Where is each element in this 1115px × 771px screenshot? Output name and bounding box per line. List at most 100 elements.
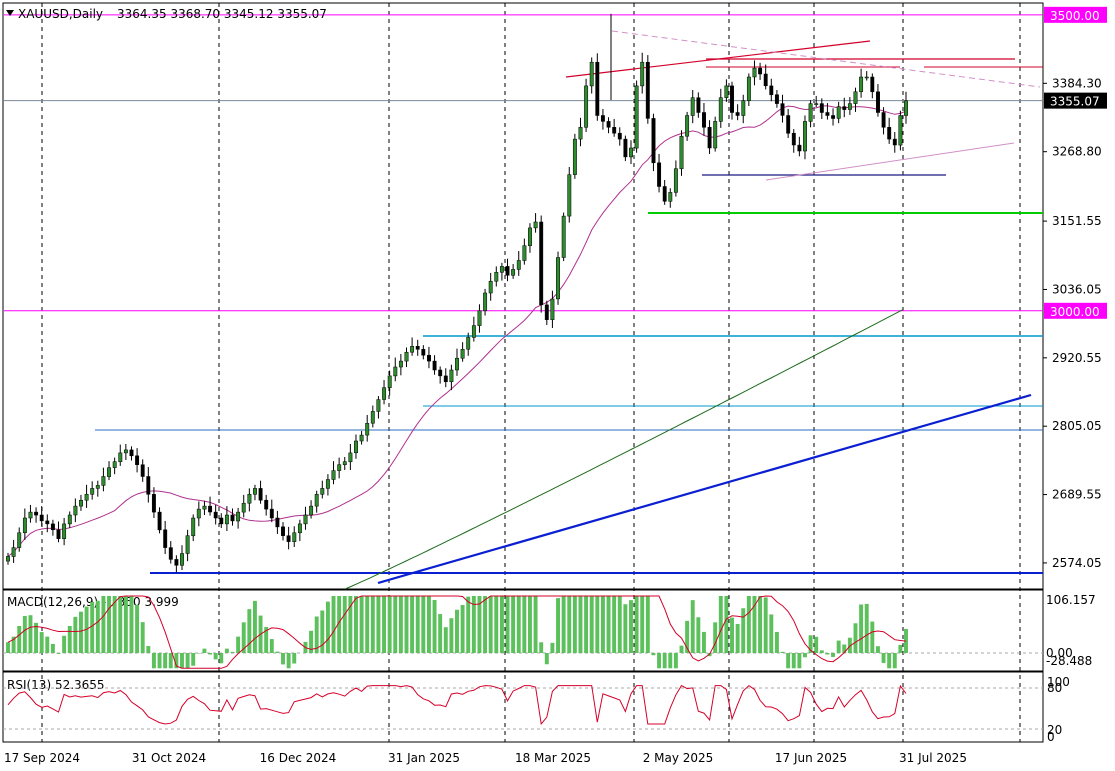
candle <box>572 133 577 179</box>
candle <box>600 108 605 130</box>
candle <box>325 474 330 496</box>
candle <box>780 94 785 123</box>
candle <box>679 130 684 176</box>
macd-tick-label: 106.157 <box>1046 593 1096 607</box>
price-tick-label: 3384.30 <box>1052 76 1102 90</box>
price-axis: 3384.30 3268.80 3151.55 3036.05 2920.55 2805.… <box>1043 6 1107 570</box>
candle <box>797 136 802 157</box>
candle <box>28 504 33 523</box>
candle <box>892 132 897 153</box>
candle <box>836 101 841 124</box>
candle <box>752 60 757 86</box>
candle <box>432 355 437 375</box>
candle <box>39 506 44 527</box>
candle <box>702 103 706 136</box>
candle <box>887 117 892 144</box>
candle <box>376 396 381 419</box>
date-tick-label: 2 May 2025 <box>643 751 714 765</box>
candle <box>808 100 813 128</box>
candle <box>662 179 667 205</box>
candle <box>370 405 375 428</box>
candle <box>859 68 864 98</box>
candle <box>258 480 263 504</box>
main-pane-border <box>2 2 1044 590</box>
candle <box>191 514 196 542</box>
date-tick-label: 17 Jun 2025 <box>775 751 847 765</box>
macd-axis: 106.157 0.00-28.488 <box>1046 593 1096 668</box>
candle <box>269 499 274 523</box>
candle <box>898 110 903 151</box>
candle <box>640 52 645 94</box>
macd-signal-line <box>7 595 907 669</box>
candle <box>421 345 426 360</box>
level-3500-label-bg <box>1044 6 1107 23</box>
candle <box>460 342 465 362</box>
candle <box>50 519 55 536</box>
candle <box>494 266 499 287</box>
candle <box>382 380 387 405</box>
date-tick-label: 16 Dec 2024 <box>260 751 337 765</box>
candle <box>825 103 830 120</box>
candle <box>185 529 190 562</box>
candle <box>881 107 886 135</box>
horizontal-levels <box>4 14 1043 574</box>
candle <box>589 57 594 94</box>
candle <box>758 62 763 80</box>
candle <box>488 272 493 301</box>
candle <box>612 119 617 137</box>
candle <box>79 494 83 511</box>
candle <box>140 459 145 482</box>
candle <box>151 487 156 518</box>
candle <box>404 347 409 368</box>
candle <box>847 97 852 115</box>
candle <box>11 539 16 563</box>
level-3500-label: 3500.00 <box>1050 9 1100 23</box>
candle <box>876 84 880 117</box>
candle <box>904 91 908 124</box>
candle <box>634 80 639 153</box>
candle <box>56 521 61 543</box>
candle <box>713 116 718 152</box>
candle <box>623 135 628 162</box>
rsi-line <box>7 684 907 726</box>
candle <box>741 94 746 124</box>
candle <box>668 188 673 208</box>
candle <box>685 111 690 141</box>
candle <box>449 364 454 391</box>
candle <box>864 71 869 81</box>
falling-resistance-trendline <box>611 30 1041 88</box>
candle <box>196 501 201 527</box>
candle <box>264 494 269 516</box>
candle <box>73 498 78 523</box>
collapse-triangle-icon[interactable] <box>6 10 14 16</box>
candle <box>118 444 123 466</box>
candle <box>157 507 162 534</box>
candle <box>629 140 633 165</box>
candle <box>718 88 723 128</box>
candle <box>483 288 488 316</box>
candle <box>112 457 117 475</box>
candle <box>253 484 257 501</box>
trendlines <box>377 30 1041 585</box>
candle <box>696 92 701 118</box>
macd-histogram <box>6 596 908 669</box>
moving-average-fast <box>7 105 907 557</box>
current-price-label-bg <box>1044 92 1107 109</box>
candle <box>522 238 527 265</box>
candle <box>438 366 443 384</box>
candle <box>578 117 583 147</box>
candle <box>168 541 173 564</box>
candle <box>202 500 207 516</box>
candle <box>146 467 151 503</box>
candle <box>320 480 325 499</box>
price-tick-label: 3151.55 <box>1052 214 1102 228</box>
candle <box>539 215 544 313</box>
candle <box>393 357 398 382</box>
upper-resistance-trendline <box>565 40 871 78</box>
candle <box>354 434 358 459</box>
candlesticks <box>6 13 908 573</box>
candle <box>645 55 650 124</box>
date-axis: 17 Sep 2024 31 Oct 2024 16 Dec 2024 31 Jan … <box>4 751 967 765</box>
candle <box>123 443 128 460</box>
